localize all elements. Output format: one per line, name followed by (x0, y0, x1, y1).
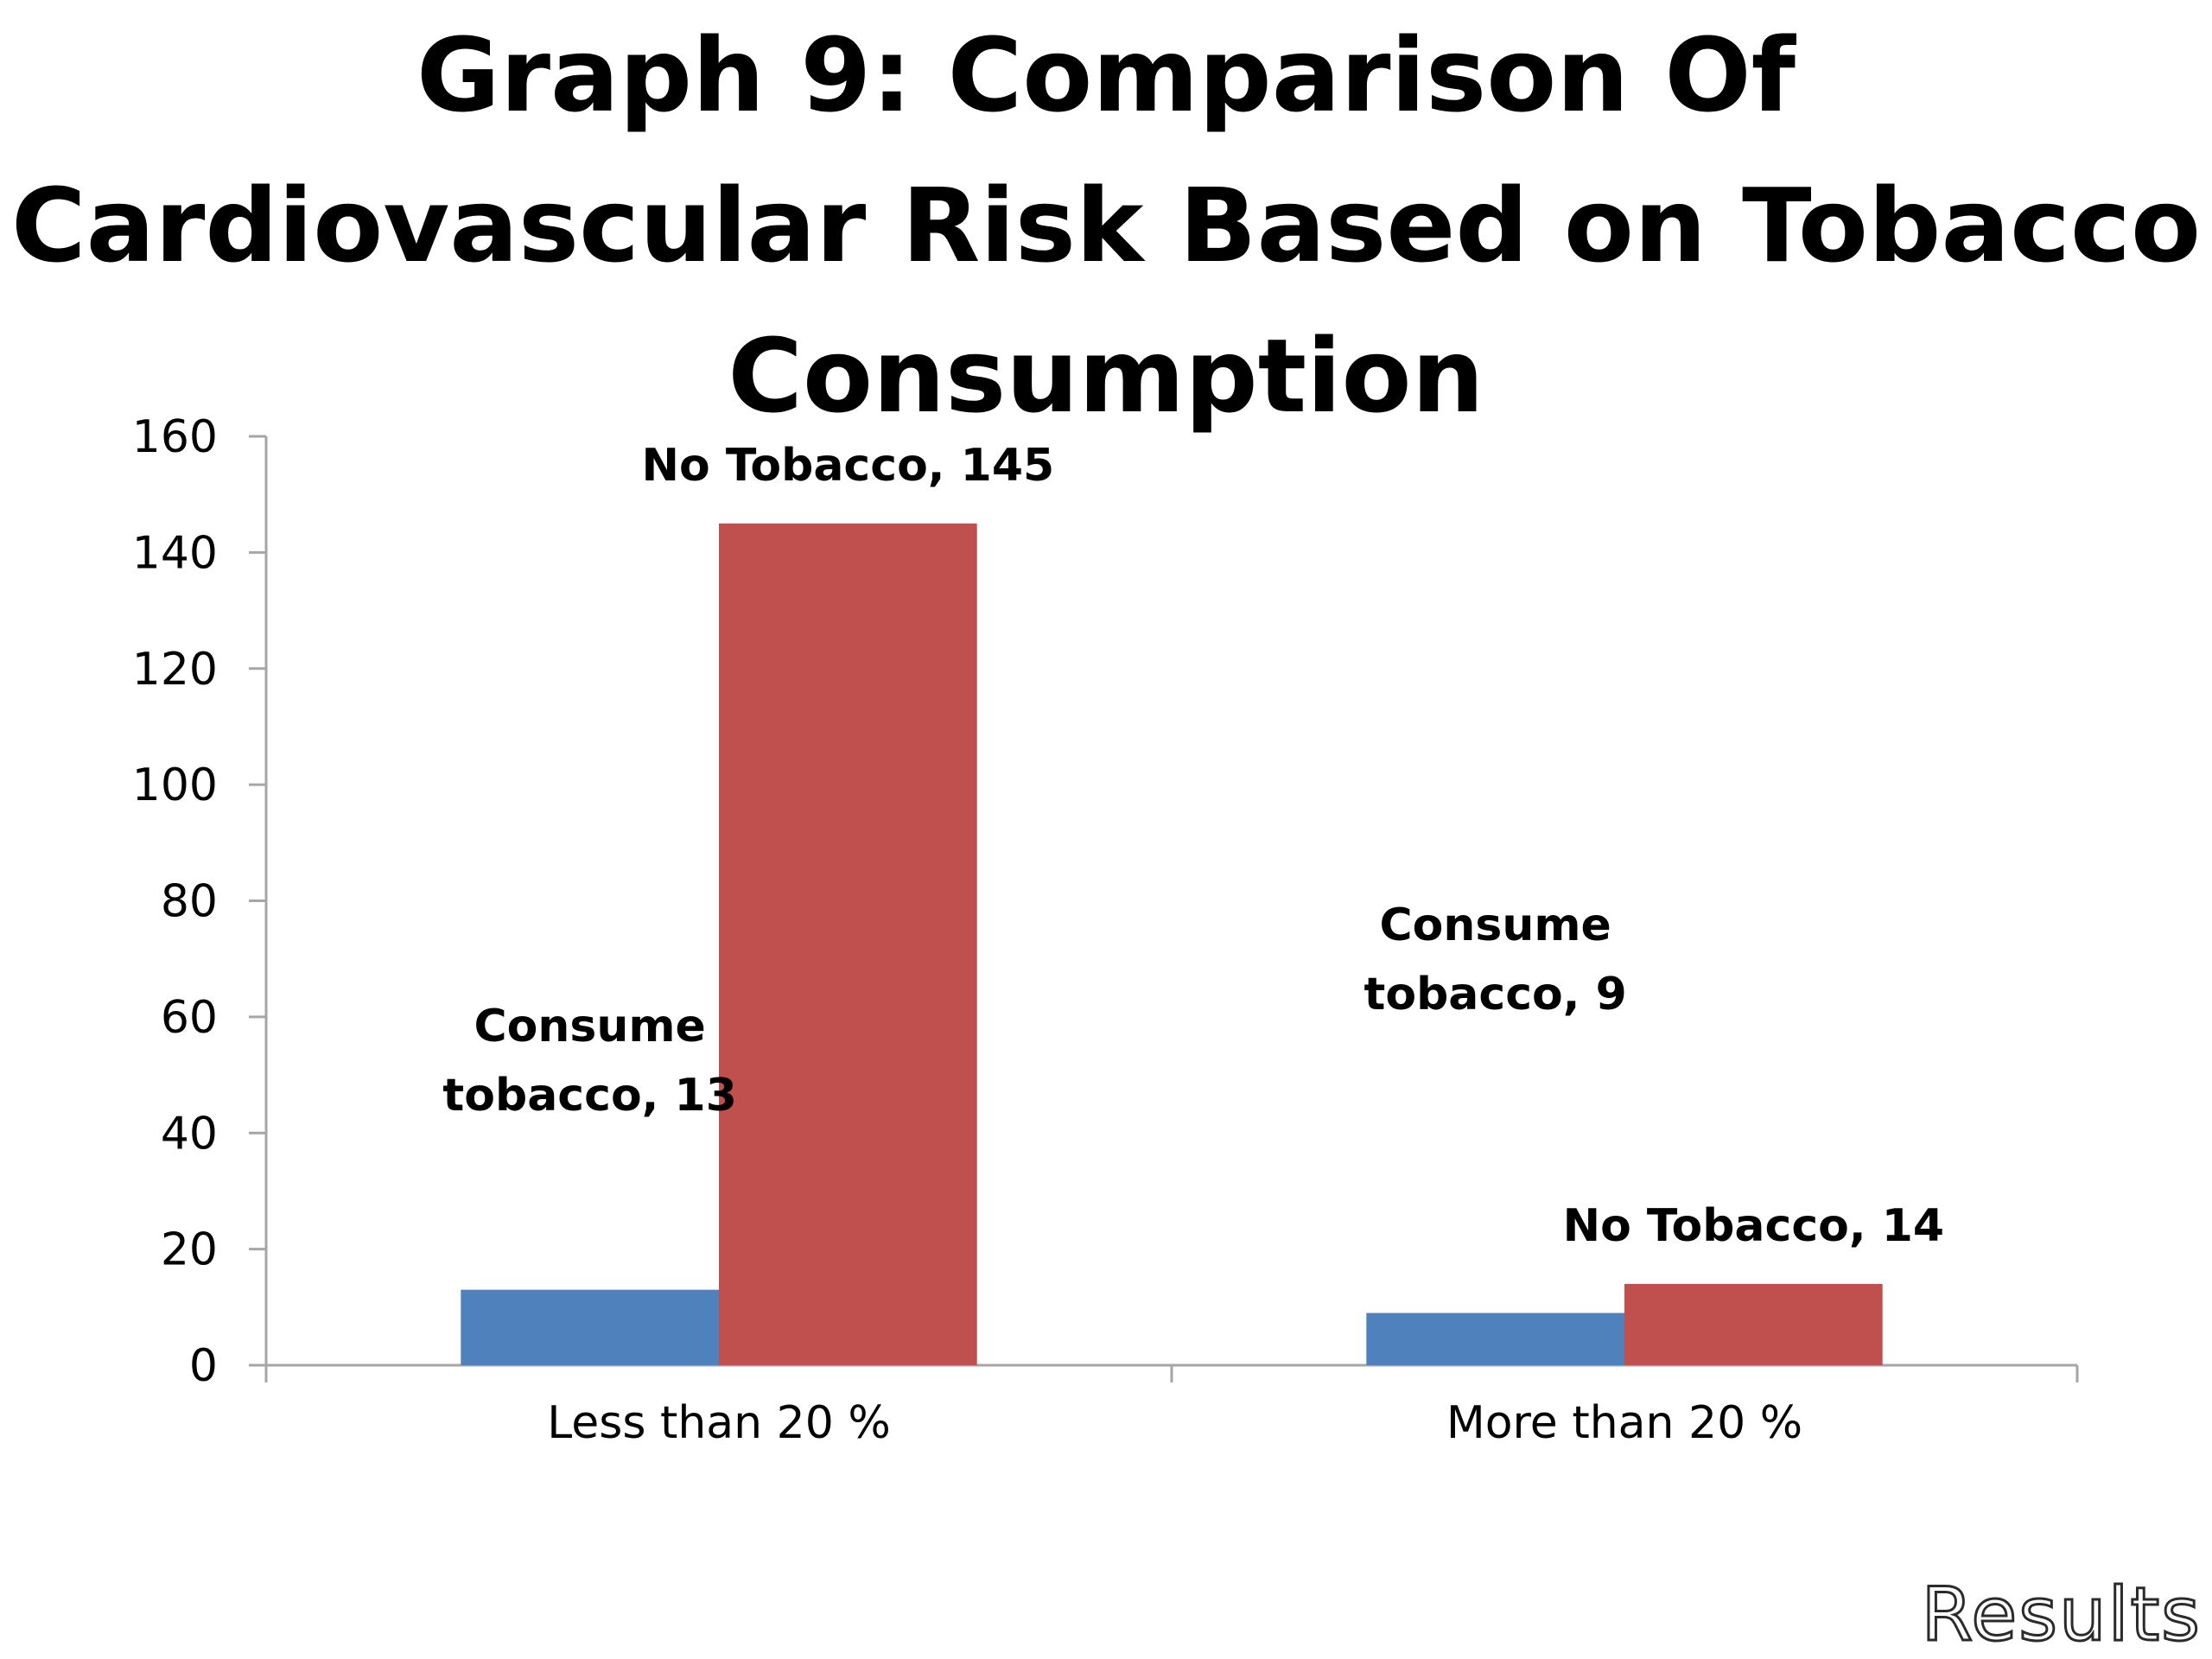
y-tick-label: 100 (132, 760, 218, 811)
bar-no-tobacco-2 (1624, 1283, 1883, 1365)
chart-title-line-1: Graph 9: Comparison Of (416, 16, 1796, 135)
y-tick-label: 0 (189, 1340, 218, 1392)
bar-consume-tobacco-2 (1366, 1313, 1624, 1365)
bar-consume-tobacco-1 (461, 1289, 719, 1365)
data-label: tobacco, 13 (442, 1070, 737, 1122)
x-tick-label: More than 20 % (1446, 1397, 1802, 1449)
y-tick-label: 20 (161, 1224, 218, 1276)
data-label: No Tobacco, 145 (641, 440, 1054, 492)
y-tick-label: 80 (161, 876, 218, 928)
results-footer-label: Results (1920, 1572, 2202, 1658)
data-label: tobacco, 9 (1364, 969, 1627, 1020)
bar-no-tobacco-1 (719, 523, 977, 1365)
chart-title-line-2: Cardiovascular Risk Based on Tobacco (10, 166, 2202, 285)
chart-title: Graph 9: Comparison Of Cardiovascular Ri… (0, 0, 2212, 451)
y-tick-label: 40 (161, 1108, 218, 1160)
y-tick-label: 140 (132, 527, 218, 579)
y-tick-label: 160 (132, 411, 218, 463)
data-label: Consume (1379, 899, 1611, 951)
y-tick-label: 60 (161, 992, 218, 1044)
y-tick-label: 120 (132, 644, 218, 696)
chart-title-line-3: Consumption (728, 316, 1484, 435)
x-tick-label: Less than 20 % (547, 1397, 891, 1449)
chart-data-labels: Consume tobacco, 13 Consume tobacco, 9 No To… (442, 440, 1944, 1252)
data-label: Consume (474, 1001, 705, 1052)
chart-bars (461, 523, 1883, 1365)
data-label: No Tobacco, 14 (1563, 1200, 1945, 1252)
